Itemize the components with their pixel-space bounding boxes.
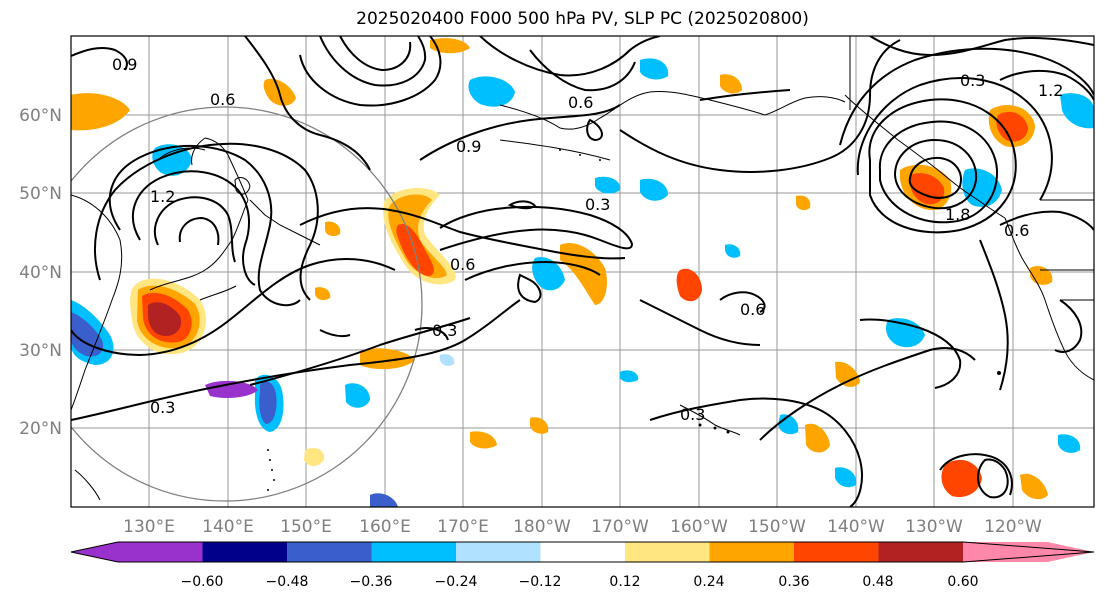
lon-label: 120°W bbox=[984, 517, 1042, 537]
lon-label: 130°W bbox=[905, 517, 963, 537]
colorbar-segment bbox=[371, 542, 457, 562]
colorbar-segment bbox=[202, 542, 288, 562]
colorbar-tick-label: 0.36 bbox=[778, 574, 809, 590]
colorbar bbox=[70, 541, 1095, 563]
contour-label: 0.3 bbox=[432, 321, 457, 340]
lon-label: 160°E bbox=[359, 517, 411, 537]
contour-label: 0.9 bbox=[112, 55, 137, 74]
lon-label: 140°E bbox=[202, 517, 254, 537]
lat-label: 50°N bbox=[19, 184, 62, 204]
contour-label: 0.6 bbox=[740, 300, 765, 319]
colorbar-tick-label: 0.60 bbox=[947, 574, 978, 590]
contour-label: 0.9 bbox=[456, 137, 481, 156]
range-circle bbox=[71, 106, 423, 502]
colorbar-tick-label: −0.36 bbox=[350, 574, 393, 590]
colorbar-outline bbox=[70, 541, 1095, 563]
colorbar-extend-low bbox=[71, 542, 203, 562]
lon-label: 130°E bbox=[123, 517, 175, 537]
contours bbox=[71, 36, 1094, 507]
colorbar-tick-label: −0.24 bbox=[435, 574, 478, 590]
colorbar-segment bbox=[878, 542, 964, 562]
map-border bbox=[70, 35, 1095, 508]
lon-label: 150°W bbox=[748, 517, 806, 537]
contour-label: 0.6 bbox=[450, 255, 475, 274]
lat-label: 60°N bbox=[19, 106, 62, 126]
lon-label: 180°W bbox=[513, 517, 571, 537]
colorbar-tick-label: 0.24 bbox=[693, 574, 724, 590]
lon-label: 170°W bbox=[591, 517, 649, 537]
coastlines bbox=[71, 36, 1094, 501]
contour-label: 1.8 bbox=[945, 205, 970, 224]
lat-label: 40°N bbox=[19, 263, 62, 283]
colorbar-segment bbox=[456, 542, 541, 562]
colorbar-segment bbox=[709, 542, 795, 562]
map-title: 2025020400 F000 500 hPa PV, SLP PC (2025… bbox=[356, 9, 809, 29]
contour-labels: 0.3 0.3 0.3 0.3 0.6 0.6 0.6 0.6 0.9 0.9 … bbox=[112, 55, 1063, 424]
colorbar-segment bbox=[287, 542, 372, 562]
colorbar-tick-label: 0.48 bbox=[862, 574, 893, 590]
lon-label: 160°W bbox=[670, 517, 728, 537]
contour-label: 0.6 bbox=[210, 90, 235, 109]
colorbar-ticks: −0.60 −0.48 −0.36 −0.24 −0.12 0.12 0.24 … bbox=[181, 574, 979, 590]
lat-label: 30°N bbox=[19, 341, 62, 361]
lat-label: 20°N bbox=[19, 419, 62, 439]
islands bbox=[267, 149, 1001, 491]
colorbar-tick-label: −0.60 bbox=[181, 574, 224, 590]
longitude-labels: 130°E 140°E 150°E 160°E 170°E 180°W 170°… bbox=[123, 517, 1042, 537]
lon-label: 140°W bbox=[827, 517, 885, 537]
colorbar-segment bbox=[540, 542, 626, 562]
lon-label: 150°E bbox=[280, 517, 332, 537]
contour-label: 1.2 bbox=[150, 187, 175, 206]
latitude-labels: 60°N 50°N 40°N 30°N 20°N bbox=[19, 106, 62, 439]
colorbar-segment bbox=[794, 542, 879, 562]
colorbar-extend-high bbox=[963, 542, 1094, 562]
contour-label: 1.2 bbox=[1038, 81, 1063, 100]
colorbar-tick-label: 0.12 bbox=[609, 574, 640, 590]
lon-label: 170°E bbox=[437, 517, 489, 537]
contour-label: 0.3 bbox=[680, 405, 705, 424]
contour-label: 0.3 bbox=[150, 398, 175, 417]
contour-label: 0.6 bbox=[1004, 221, 1029, 240]
colorbar-tick-label: −0.48 bbox=[266, 574, 309, 590]
colorbar-segment bbox=[625, 542, 710, 562]
contour-label: 0.3 bbox=[585, 195, 610, 214]
contour-label: 0.3 bbox=[960, 71, 985, 90]
contour-label: 0.6 bbox=[568, 93, 593, 112]
colorbar-tick-label: −0.12 bbox=[519, 574, 562, 590]
